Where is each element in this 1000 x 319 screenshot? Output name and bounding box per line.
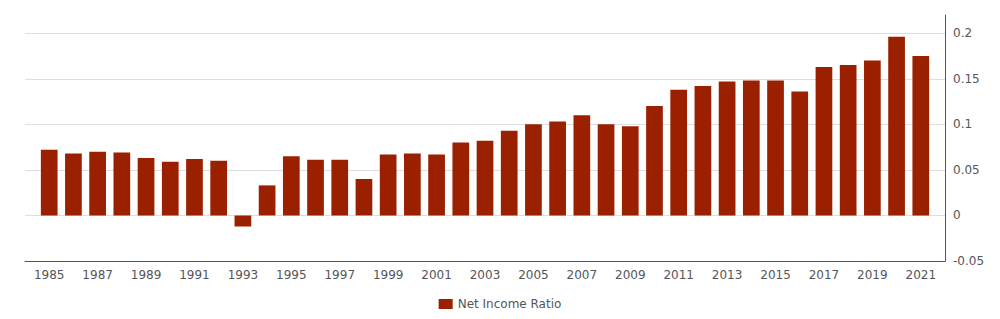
svg-text:0.1: 0.1	[953, 117, 972, 131]
svg-text:2013: 2013	[712, 268, 743, 282]
svg-text:2009: 2009	[615, 268, 646, 282]
svg-text:2005: 2005	[518, 268, 549, 282]
svg-text:2021: 2021	[906, 268, 937, 282]
svg-text:1999: 1999	[373, 268, 404, 282]
svg-text:1985: 1985	[34, 268, 65, 282]
svg-text:2003: 2003	[470, 268, 501, 282]
svg-text:2007: 2007	[567, 268, 598, 282]
svg-text:-0.05: -0.05	[953, 254, 984, 268]
svg-text:0.15: 0.15	[953, 72, 980, 86]
svg-text:1997: 1997	[324, 268, 355, 282]
svg-text:2015: 2015	[760, 268, 791, 282]
svg-text:1995: 1995	[276, 268, 307, 282]
svg-text:1991: 1991	[179, 268, 210, 282]
svg-text:2011: 2011	[663, 268, 694, 282]
svg-text:0: 0	[953, 208, 961, 222]
svg-text:2001: 2001	[421, 268, 452, 282]
svg-text:2017: 2017	[809, 268, 840, 282]
svg-text:1987: 1987	[82, 268, 113, 282]
svg-text:1993: 1993	[228, 268, 259, 282]
svg-text:0.05: 0.05	[953, 163, 980, 177]
svg-text:0.2: 0.2	[953, 26, 972, 40]
svg-text:2019: 2019	[857, 268, 888, 282]
svg-text:Net Income Ratio: Net Income Ratio	[458, 297, 562, 311]
svg-text:1989: 1989	[131, 268, 162, 282]
